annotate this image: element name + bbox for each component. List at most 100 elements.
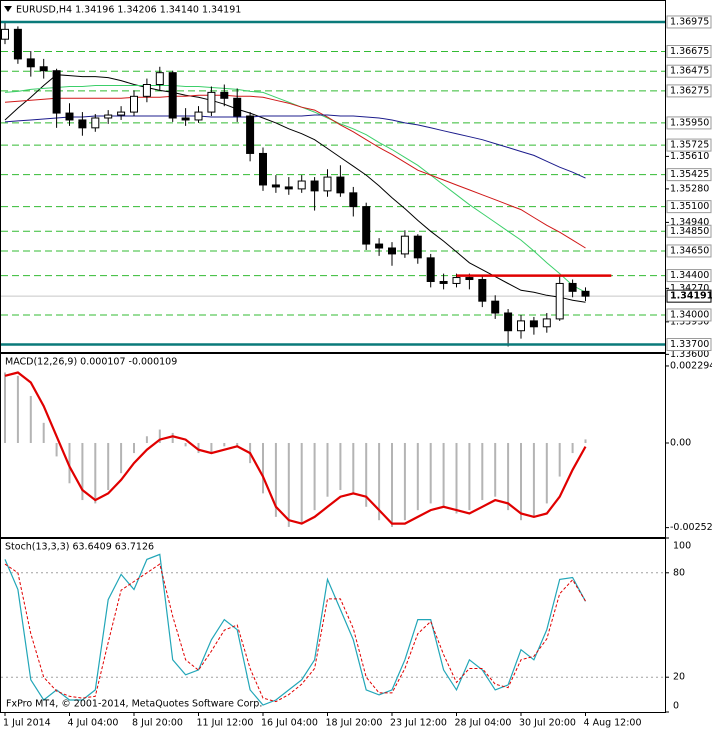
candle-body: [26, 58, 35, 68]
level-label-box: [666, 138, 712, 152]
macd-bar: [468, 442, 471, 511]
x-tick-label: 16 Jul 04:00: [261, 718, 318, 729]
macd-bar: [4, 372, 6, 443]
level-label-box: [666, 308, 712, 322]
candle-body: [233, 97, 242, 117]
y-tick-label: 1.35725: [670, 140, 709, 151]
macd-bar: [326, 442, 329, 497]
candle-body: [155, 72, 164, 86]
x-tick-label: 28 Jul 04:00: [455, 718, 512, 729]
macd-bar: [378, 442, 381, 521]
x-tick-label: 4 Aug 12:00: [584, 718, 642, 729]
stoch-main: [4, 553, 587, 706]
candle-body: [13, 28, 22, 60]
macd-bar: [133, 442, 135, 454]
macd-bar: [55, 442, 58, 457]
macd-bar: [81, 442, 84, 501]
macd-bar: [313, 442, 316, 511]
candle-body: [104, 114, 113, 119]
candle-body: [465, 277, 474, 281]
level-label-box: [666, 224, 712, 238]
candle-body: [246, 115, 255, 154]
x-tick-label: 11 Jul 12:00: [197, 718, 254, 729]
level-label-box: [666, 168, 712, 182]
candle-body: [349, 192, 358, 208]
candle-body: [504, 312, 513, 332]
macd-bar: [494, 442, 497, 497]
indicator-title: MACD(12,26,9) 0.000107 -0.000109: [5, 357, 177, 368]
candle-body: [284, 186, 293, 190]
x-tick-label: 23 Jul 12:00: [390, 718, 447, 729]
candle-body: [271, 184, 280, 188]
candle-body: [388, 247, 396, 255]
macd-bar: [532, 442, 535, 517]
macd-bar: [171, 432, 174, 443]
menu-triangle[interactable]: [4, 6, 12, 12]
y-tick-label: 1.34270: [670, 283, 709, 294]
x-tick-label: 18 Jul 20:00: [326, 718, 383, 729]
macd-bar: [520, 442, 522, 521]
candle-body: [1, 28, 9, 40]
macd-bar: [274, 442, 277, 517]
y-tick-label: 1.34850: [670, 226, 709, 237]
y-tick-label: 1.36675: [670, 46, 709, 57]
macd-bar: [300, 442, 303, 524]
y-tick-label: 1.34940: [670, 217, 709, 228]
macd-bar: [223, 442, 226, 447]
candle-body: [323, 176, 332, 192]
level-label-box: [666, 269, 712, 283]
bid-label-box: [666, 289, 712, 303]
macd-bar: [94, 442, 97, 504]
y-tick-label: 0.002294: [670, 360, 712, 371]
macd-signal: [4, 371, 587, 525]
macd-bar: [158, 429, 161, 443]
macd-bar: [365, 442, 368, 507]
copyright: FxPro MT4, © 2001-2014, MetaQuotes Softw…: [6, 699, 262, 710]
y-tick-label: 1.35610: [670, 151, 709, 162]
macd-bar: [210, 442, 213, 454]
y-tick-label: 1.35280: [670, 183, 709, 194]
candle-body: [78, 119, 87, 129]
candle-body: [336, 176, 345, 194]
candle-body: [413, 235, 422, 259]
candle-body: [478, 279, 487, 302]
macd-bar: [352, 442, 355, 494]
candle-body: [400, 235, 409, 255]
candle-body: [194, 111, 203, 121]
y-tick-label: -0.002521: [670, 522, 712, 533]
level-label-box: [666, 45, 712, 59]
level-label-box: [666, 116, 712, 130]
level-label-box: [666, 64, 712, 78]
macd-bar: [120, 442, 123, 474]
candle-body: [168, 72, 177, 119]
candle-body: [259, 152, 267, 186]
candle-body: [517, 320, 525, 332]
moving-average: [4, 74, 586, 303]
macd-bar: [145, 436, 148, 443]
macd-bar: [481, 442, 484, 501]
macd-bar: [403, 442, 406, 521]
candle-body: [426, 257, 435, 282]
macd-bar: [339, 442, 342, 490]
y-tick-label: 100: [673, 541, 691, 552]
x-tick-label: 4 Jul 04:00: [68, 718, 119, 729]
candle-body: [542, 318, 551, 328]
y-tick-label: 1.33700: [670, 339, 709, 350]
indicator-title: Stoch(13,3,3) 63.6409 63.7126: [5, 542, 154, 553]
candle-body: [362, 206, 371, 245]
y-tick-label: 0: [673, 701, 679, 712]
macd-bar: [262, 442, 264, 494]
moving-average: [4, 114, 586, 179]
macd-bar: [184, 442, 187, 447]
macd-bar: [107, 442, 110, 490]
candle-body: [491, 300, 500, 314]
y-tick-label: 20: [673, 672, 685, 683]
y-tick-label: 1.35425: [670, 169, 709, 180]
y-tick-label: 1.36475: [670, 66, 709, 77]
macd-bar: [455, 442, 458, 514]
x-tick-label: 1 Jul 2014: [3, 718, 51, 729]
candle-body: [375, 243, 384, 249]
candle-body: [130, 95, 138, 113]
macd-bar: [68, 442, 71, 484]
